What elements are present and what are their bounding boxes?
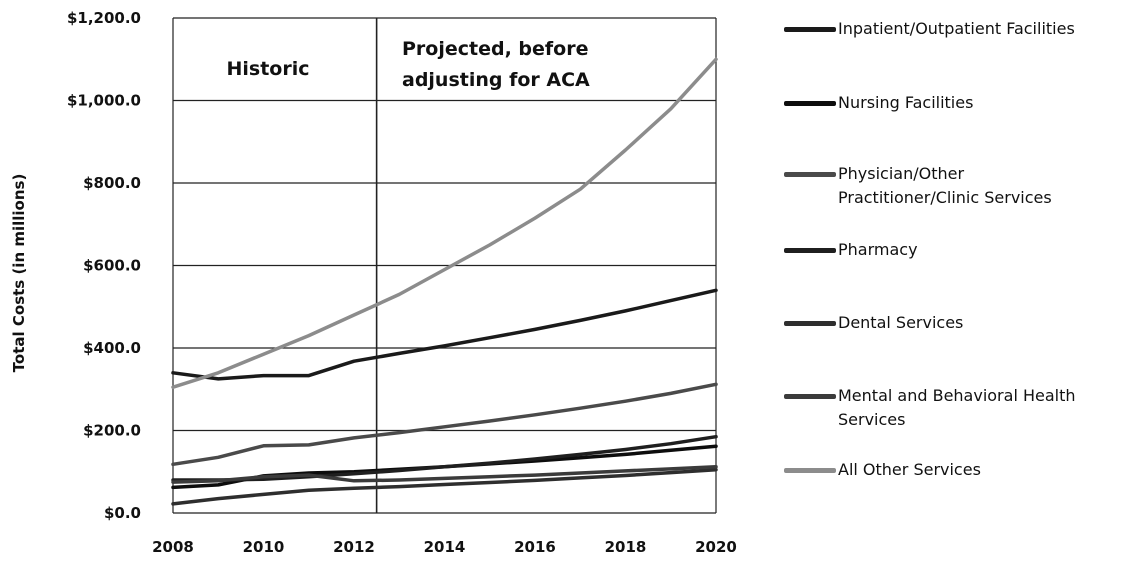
legend-item: Pharmacy	[784, 238, 1138, 262]
series-line	[171, 467, 718, 506]
legend-label-line: Mental and Behavioral Health	[838, 386, 1076, 405]
y-tick-label: $800.0	[83, 174, 141, 192]
legend-label-line: Pharmacy	[838, 240, 918, 259]
y-tick-label: $400.0	[83, 339, 141, 357]
legend-swatch	[784, 468, 836, 473]
x-tick-label: 2016	[514, 538, 556, 556]
annotation-historic: Historic	[226, 58, 309, 80]
legend-swatch	[784, 394, 836, 399]
series-lines	[171, 57, 718, 506]
legend-label-line: All Other Services	[838, 460, 981, 479]
gridlines	[173, 17, 716, 514]
x-tick-label: 2014	[424, 538, 466, 556]
legend-item: Dental Services	[784, 311, 1138, 335]
legend-label-line: Practitioner/Clinic Services	[838, 188, 1052, 207]
legend-label: All Other Services	[838, 458, 1138, 482]
x-tick-label: 2020	[695, 538, 737, 556]
legend-item: Nursing Facilities	[784, 91, 1138, 115]
legend-swatch	[784, 27, 836, 32]
legend-swatch	[784, 321, 836, 326]
axes: $0.0 $200.0 $400.0 $600.0 $800.0 $1,000.0 $1,2…	[67, 9, 737, 556]
legend-label-line: Nursing Facilities	[838, 93, 974, 112]
legend-item: Inpatient/Outpatient Facilities	[784, 17, 1138, 41]
x-tick-label: 2010	[243, 538, 285, 556]
legend-swatch	[784, 101, 836, 106]
legend-label-line: Dental Services	[838, 313, 964, 332]
series-line	[171, 288, 718, 381]
annotation-projected: Projected, before	[402, 38, 588, 60]
series-line	[171, 57, 718, 389]
series-line	[171, 434, 718, 482]
annotation-projected: adjusting for ACA	[402, 69, 590, 91]
legend: Inpatient/Outpatient Facilities Nursing F…	[784, 0, 1141, 562]
legend-label-line: Physician/Other	[838, 164, 965, 183]
x-tick-label: 2008	[152, 538, 194, 556]
y-axis-label: Total Costs (in millions)	[10, 174, 28, 373]
legend-label: Nursing Facilities	[838, 91, 1138, 115]
y-tick-label: $200.0	[83, 422, 141, 440]
legend-label: Pharmacy	[838, 238, 1138, 262]
line-chart: $0.0 $200.0 $400.0 $600.0 $800.0 $1,000.0 $1,2…	[10, 9, 737, 556]
legend-label: Physician/Other Practitioner/Clinic Servi…	[838, 162, 1138, 210]
legend-item: All Other Services	[784, 458, 1138, 482]
annotations: Historic Projected, before adjusting for A…	[226, 38, 590, 91]
legend-item: Physician/Other Practitioner/Clinic Servi…	[784, 162, 1138, 210]
series-line	[171, 465, 718, 484]
y-tick-label: $1,200.0	[67, 9, 141, 27]
y-tick-label: $1,000.0	[67, 92, 141, 110]
legend-label: Dental Services	[838, 311, 1138, 335]
y-tick-label: $0.0	[104, 504, 141, 522]
x-tick-label: 2018	[605, 538, 647, 556]
legend-label-line: Services	[838, 410, 906, 429]
y-tick-label: $600.0	[83, 257, 141, 275]
legend-item: Mental and Behavioral Health Services	[784, 384, 1138, 432]
x-tick-label: 2012	[333, 538, 375, 556]
series-line	[171, 382, 718, 467]
legend-swatch	[784, 248, 836, 253]
legend-swatch	[784, 172, 836, 177]
legend-label-line: Inpatient/Outpatient Facilities	[838, 19, 1075, 38]
legend-label: Inpatient/Outpatient Facilities	[838, 17, 1138, 41]
legend-label: Mental and Behavioral Health Services	[838, 384, 1138, 432]
